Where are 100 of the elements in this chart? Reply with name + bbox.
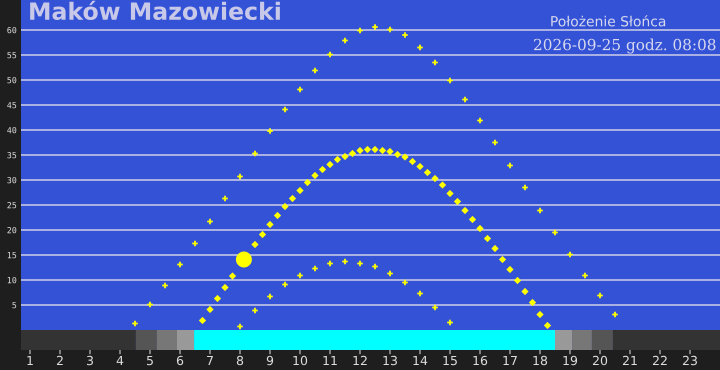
point xyxy=(252,241,258,248)
point xyxy=(356,260,364,268)
x-tick-label: 4 xyxy=(116,356,124,366)
y-tick-label: 10 xyxy=(8,277,16,284)
point xyxy=(311,66,319,74)
x-tick-label: 13 xyxy=(383,356,397,366)
point xyxy=(409,158,416,165)
point xyxy=(454,198,461,205)
point xyxy=(424,169,431,176)
point xyxy=(402,154,408,160)
point xyxy=(236,252,252,268)
point xyxy=(416,290,424,298)
point xyxy=(341,258,349,266)
point xyxy=(544,322,551,329)
point xyxy=(251,150,259,158)
point xyxy=(432,175,438,182)
point xyxy=(514,277,521,284)
point xyxy=(379,147,386,154)
y-tick-label: 15 xyxy=(8,252,16,258)
point xyxy=(206,306,214,313)
point xyxy=(499,256,506,263)
point xyxy=(296,272,304,280)
point xyxy=(356,26,364,34)
point xyxy=(334,156,341,163)
point xyxy=(229,272,236,280)
point xyxy=(469,216,476,223)
point xyxy=(266,127,274,135)
y-tick-label: 20 xyxy=(7,227,16,234)
y-tick-label: 5 xyxy=(12,302,16,308)
x-tick-label: 7 xyxy=(207,356,213,366)
point xyxy=(341,36,349,44)
point xyxy=(439,182,446,188)
point xyxy=(521,184,529,192)
x-tick-label: 1 xyxy=(27,356,33,366)
point xyxy=(199,317,206,324)
point xyxy=(401,31,409,39)
point xyxy=(581,272,589,280)
point xyxy=(484,235,491,242)
point xyxy=(312,172,318,179)
point xyxy=(146,300,154,308)
point xyxy=(431,58,439,66)
x-tick-label: 14 xyxy=(413,356,428,366)
point xyxy=(492,245,498,252)
point xyxy=(274,212,281,219)
point xyxy=(364,146,371,153)
x-tick-label: 20 xyxy=(592,356,608,366)
y-tick-label: 60 xyxy=(7,27,16,34)
point xyxy=(536,311,544,318)
x-tick-label: 11 xyxy=(323,356,337,366)
point xyxy=(476,225,484,232)
point xyxy=(259,231,266,238)
point xyxy=(506,266,514,273)
y-tick-label: 40 xyxy=(7,127,16,134)
y-tick-label: 50 xyxy=(7,77,16,84)
point xyxy=(372,146,378,153)
x-tick-label: 17 xyxy=(503,356,517,366)
point xyxy=(342,153,348,160)
point xyxy=(596,292,604,300)
x-tick-label: 23 xyxy=(682,356,697,366)
x-tick-label: 19 xyxy=(563,356,578,366)
x-tick-label: 21 xyxy=(622,356,637,366)
point xyxy=(304,179,311,186)
point xyxy=(446,318,454,326)
y-tick-label: 35 xyxy=(7,152,16,158)
point xyxy=(506,162,514,170)
point xyxy=(446,76,454,84)
annotation: 2026-09-25 godz. 08:08 xyxy=(534,38,716,54)
point xyxy=(611,310,619,318)
point xyxy=(319,166,326,173)
point xyxy=(176,260,184,268)
y-tick-label: 55 xyxy=(7,52,16,58)
point xyxy=(551,228,559,236)
x-tick-label: 6 xyxy=(176,356,184,366)
point xyxy=(221,194,229,202)
point xyxy=(222,284,228,291)
point xyxy=(349,150,356,157)
point xyxy=(206,218,214,226)
point xyxy=(311,264,319,272)
point xyxy=(476,116,484,124)
x-tick-label: 3 xyxy=(86,356,93,366)
point xyxy=(282,203,288,210)
point xyxy=(356,147,364,154)
x-tick-label: 22 xyxy=(652,356,667,366)
point xyxy=(462,207,468,214)
x-tick-label: 9 xyxy=(266,356,274,366)
point xyxy=(401,278,409,286)
x-tick-label: 18 xyxy=(533,356,548,366)
point xyxy=(161,282,169,290)
y-tick-label: 45 xyxy=(7,102,16,108)
point xyxy=(236,172,244,180)
point xyxy=(236,322,244,330)
point xyxy=(522,288,528,295)
x-tick-label: 15 xyxy=(443,356,457,366)
point xyxy=(214,295,221,302)
point xyxy=(251,306,259,314)
point xyxy=(536,206,544,214)
point xyxy=(131,320,139,328)
point xyxy=(386,26,394,34)
y-tick-label: 25 xyxy=(7,202,16,208)
x-tick-label: 8 xyxy=(236,356,244,366)
